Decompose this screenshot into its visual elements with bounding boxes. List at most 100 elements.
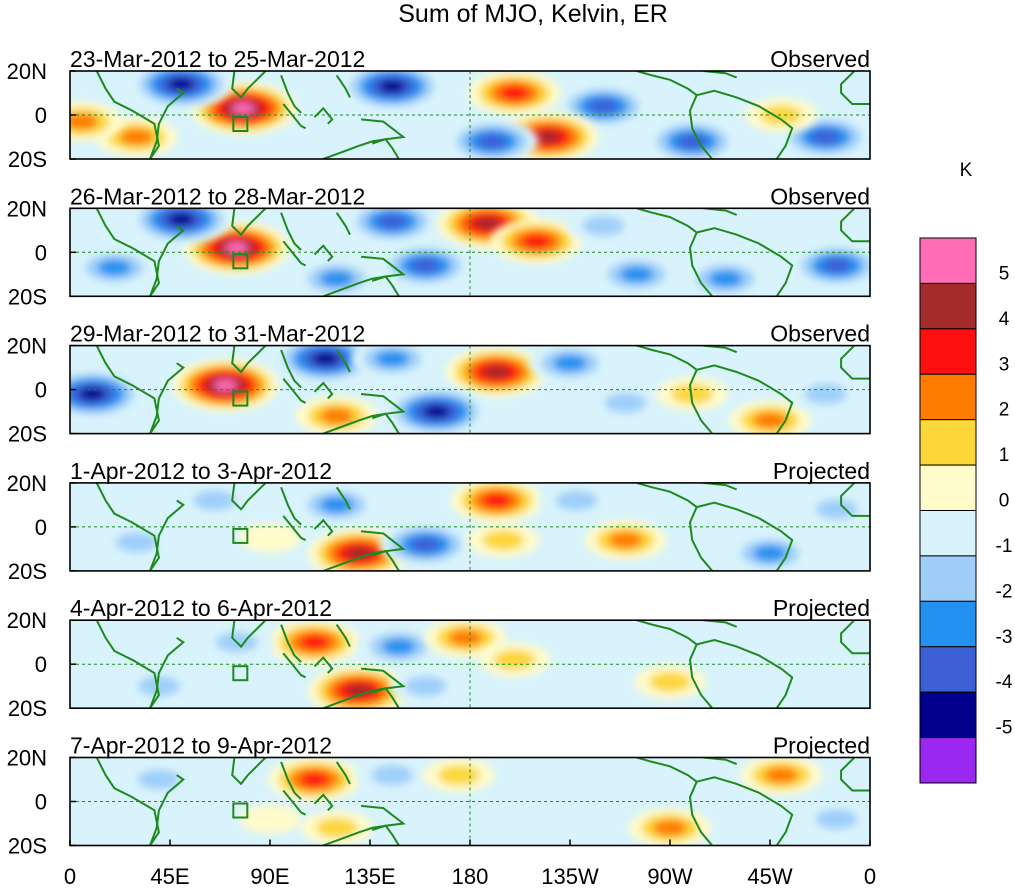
coastline [149,362,185,434]
coastline [231,482,267,511]
anomaly-contour [822,258,852,273]
anomaly-blob [130,71,233,110]
anomaly-contour [404,676,447,697]
lat-tick-label: 20N [7,196,47,221]
anomaly-contour [97,259,132,276]
lon-tick-label: 45W [747,864,792,889]
coastline [149,87,185,159]
coastline [280,212,302,251]
coastline [636,757,698,783]
anomaly-blob [529,345,611,383]
lon-tick-label: 180 [452,864,489,889]
anomaly-contour [299,772,330,787]
coastline [95,345,160,434]
anomaly-contour [410,537,441,552]
anomaly-contour [239,804,301,834]
anomaly-contour [115,532,158,553]
anomaly-blob [729,533,811,571]
colorbar-swatch [919,282,977,330]
colorbar-swatch [919,419,977,466]
colorbar-label: 4 [999,309,1010,330]
colorbar-swatch [919,737,977,784]
coastline [322,824,400,846]
anomaly-blob [584,520,667,560]
lon-tick-label: 90E [250,864,289,889]
panel-status: Observed [770,321,870,347]
coastline [840,345,870,380]
colorbar-swatch [919,464,977,512]
region-box [232,253,249,270]
lat-tick-label: 20N [7,746,47,771]
coastline [688,232,713,297]
colorbar-label: 0 [999,491,1010,512]
coastline [688,506,713,571]
anomaly-blob [789,376,862,412]
coastline [335,349,351,373]
anomaly-blob [73,247,156,288]
lon-tick-label: 135E [344,864,395,889]
panel-status: Projected [773,733,870,759]
coastline [335,624,351,648]
colorbar-label: -1 [996,536,1013,557]
lat-tick-label: 20N [7,608,47,633]
coastlines [95,345,870,434]
chart-title: Sum of MJO, Kelvin, ER [398,0,668,28]
anomaly-blob [656,376,729,412]
anomaly-contour [137,676,180,697]
anomaly-contour [193,490,236,511]
coastline [231,208,267,237]
panel-2: 26-Mar-2012 to 28-Mar-2012 Observed 20N 0 20… [7,183,871,309]
coastline [840,620,870,655]
anomaly-contour [379,79,406,93]
lat-tick-label: 20S [8,834,47,859]
anomaly-blob [172,358,280,412]
anomaly-contour [764,766,798,784]
coastline [282,789,307,816]
coastlines [95,482,870,571]
panel-6: 7-Apr-2012 to 9-Apr-2012 Projected 20N 0 20S [7,733,871,859]
anomaly-blob [295,485,378,525]
coastline [282,377,307,404]
panel-date-range: 1-Apr-2012 to 3-Apr-2012 [70,458,332,484]
coastline [696,638,794,709]
anomaly-blob [790,243,870,288]
region-box [232,665,249,682]
coastline [636,620,698,646]
panel-3: 29-Mar-2012 to 31-Mar-2012 Observed 20N 0 20… [7,321,871,447]
anomaly-contour [79,387,106,401]
coastline [636,482,698,508]
anomaly-blob [490,218,583,264]
anomaly-contour [375,350,410,367]
anomaly-contour [815,499,858,520]
anomaly-contour [708,270,743,287]
anomaly-contour [553,355,587,372]
anomaly-contour [382,638,416,655]
lon-tick-label: 0 [64,864,76,889]
coastline [335,212,351,236]
anomaly-contour [499,85,530,101]
lat-tick-label: 20S [8,422,47,447]
panel-date-range: 29-Mar-2012 to 31-Mar-2012 [70,321,365,347]
coastline [231,757,267,786]
anomaly-blob [385,386,488,434]
coastline [322,412,400,434]
anomaly-blob [268,620,361,665]
panel-date-range: 26-Mar-2012 to 28-Mar-2012 [70,183,365,209]
anomaly-contour [805,636,868,666]
lat-tick-label: 0 [35,103,47,128]
anomaly-contour [477,134,507,149]
lat-tick-label: 0 [35,652,47,677]
coastline [322,550,400,571]
colorbar-label: 1 [999,445,1010,466]
anomaly-blob [595,254,678,295]
panel-5: 4-Apr-2012 to 6-Apr-2012 Projected 20N 0 20S [7,595,871,721]
anomaly-contour [119,128,154,146]
coastline [282,240,307,267]
lat-tick-label: 20S [8,284,47,309]
anomaly-blob [351,345,434,379]
anomaly-blob [445,347,548,397]
coastline [95,620,160,709]
panel-status: Observed [770,183,870,209]
coastline [696,364,794,434]
panel-status: Observed [770,46,870,72]
